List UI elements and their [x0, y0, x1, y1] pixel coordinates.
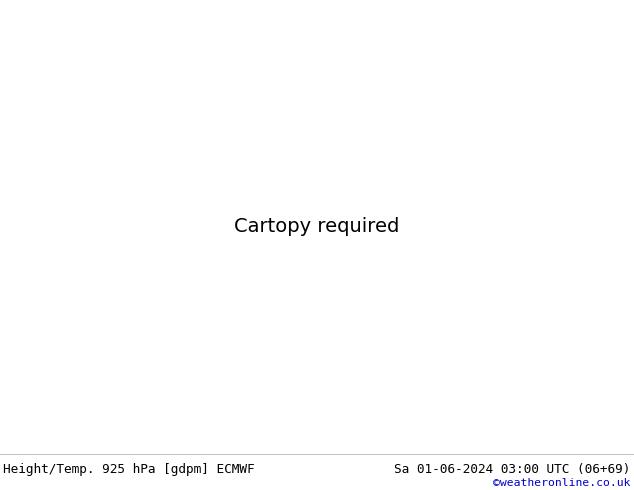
Text: ©weatheronline.co.uk: ©weatheronline.co.uk [493, 478, 631, 488]
Text: Cartopy required: Cartopy required [235, 218, 399, 236]
Text: Sa 01-06-2024 03:00 UTC (06+69): Sa 01-06-2024 03:00 UTC (06+69) [394, 463, 631, 476]
Text: Height/Temp. 925 hPa [gdpm] ECMWF: Height/Temp. 925 hPa [gdpm] ECMWF [3, 463, 255, 476]
